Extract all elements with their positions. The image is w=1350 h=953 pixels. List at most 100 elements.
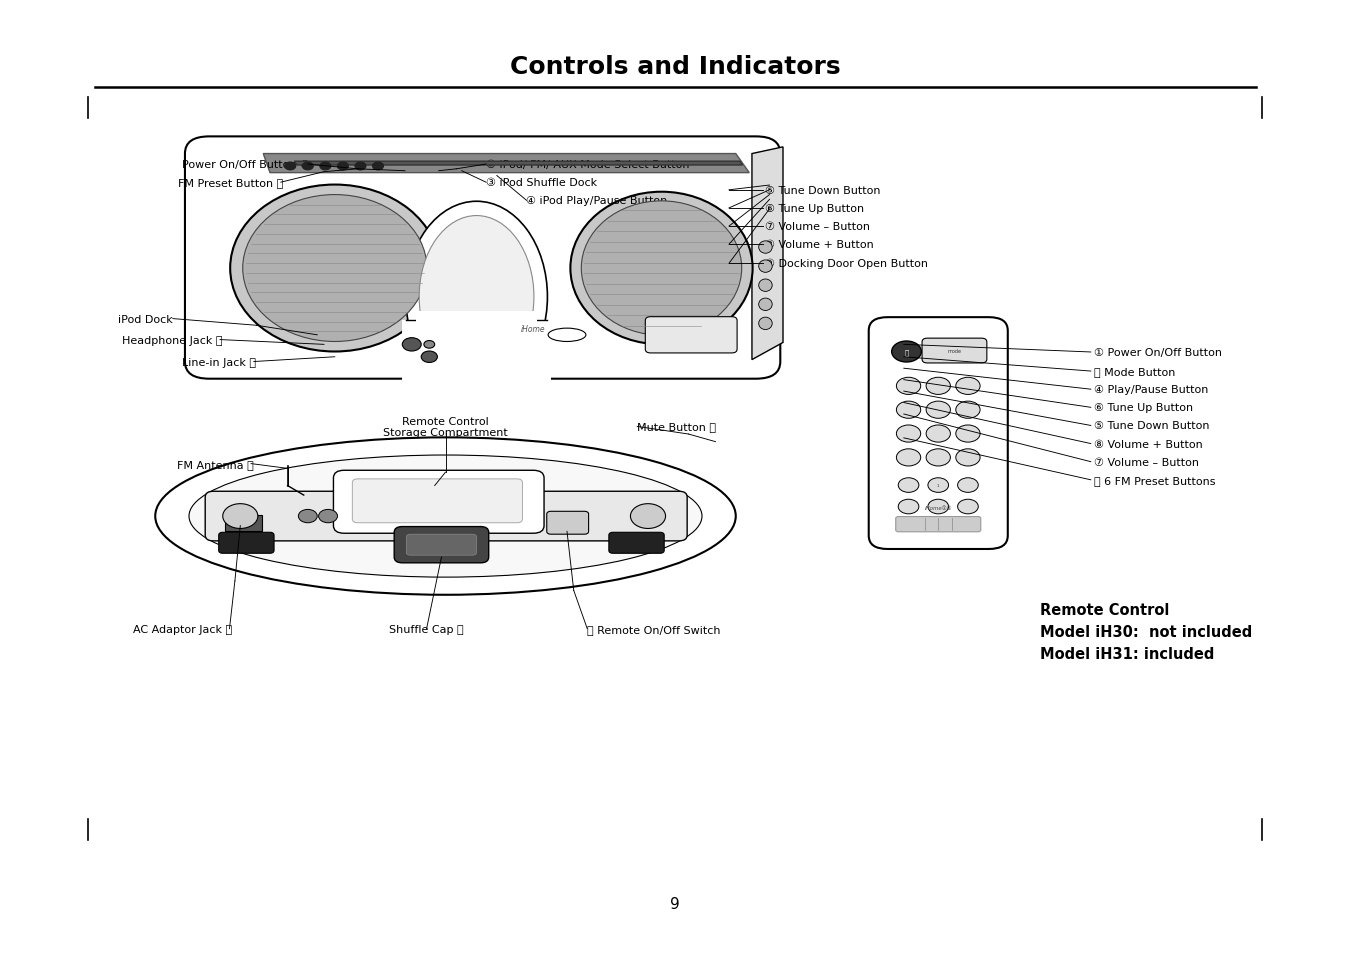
Ellipse shape <box>759 280 772 293</box>
Ellipse shape <box>759 242 772 254</box>
FancyBboxPatch shape <box>394 527 489 563</box>
FancyBboxPatch shape <box>402 321 551 397</box>
Text: ⑦ Volume – Button: ⑦ Volume – Button <box>765 222 871 232</box>
Ellipse shape <box>405 202 548 393</box>
Circle shape <box>898 499 919 515</box>
Text: ⑤ Tune Down Button: ⑤ Tune Down Button <box>765 186 882 195</box>
Circle shape <box>957 478 979 493</box>
Text: AC Adaptor Jack ⑮: AC Adaptor Jack ⑮ <box>134 624 232 634</box>
Ellipse shape <box>155 438 736 595</box>
Text: ⑰ Remote On/Off Switch: ⑰ Remote On/Off Switch <box>587 624 721 634</box>
Text: ⑨ Docking Door Open Button: ⑨ Docking Door Open Button <box>765 259 929 269</box>
FancyBboxPatch shape <box>185 137 780 379</box>
Circle shape <box>926 378 950 395</box>
FancyBboxPatch shape <box>922 339 987 363</box>
FancyBboxPatch shape <box>645 317 737 354</box>
Circle shape <box>285 163 296 171</box>
Text: iHome①②: iHome①② <box>925 505 952 510</box>
Circle shape <box>956 449 980 466</box>
Circle shape <box>298 510 317 523</box>
Text: Remote Control: Remote Control <box>1040 602 1169 618</box>
Circle shape <box>926 449 950 466</box>
Circle shape <box>956 425 980 442</box>
FancyBboxPatch shape <box>205 492 687 541</box>
Circle shape <box>896 449 921 466</box>
FancyBboxPatch shape <box>868 317 1007 549</box>
Text: ⏻: ⏻ <box>904 349 909 355</box>
Text: Model iH30:  not included: Model iH30: not included <box>1040 624 1251 639</box>
Text: ⑤ Tune Down Button: ⑤ Tune Down Button <box>1094 421 1210 431</box>
Text: Controls and Indicators: Controls and Indicators <box>510 54 840 79</box>
Circle shape <box>424 341 435 349</box>
Text: Line-in Jack ⑫: Line-in Jack ⑫ <box>182 357 256 367</box>
Circle shape <box>926 425 950 442</box>
Ellipse shape <box>189 456 702 578</box>
Ellipse shape <box>570 193 753 345</box>
FancyBboxPatch shape <box>896 517 980 532</box>
Circle shape <box>926 402 950 419</box>
Circle shape <box>896 402 921 419</box>
Text: ⑧ Volume + Button: ⑧ Volume + Button <box>1094 439 1203 449</box>
FancyBboxPatch shape <box>609 533 664 554</box>
FancyBboxPatch shape <box>333 471 544 534</box>
Text: 1: 1 <box>937 483 940 488</box>
Text: ④ iPod Play/Pause Button: ④ iPod Play/Pause Button <box>526 196 668 206</box>
FancyBboxPatch shape <box>219 533 274 554</box>
Circle shape <box>927 478 949 493</box>
Circle shape <box>320 163 331 171</box>
Text: ⑯ 6 FM Preset Buttons: ⑯ 6 FM Preset Buttons <box>1094 476 1215 485</box>
Text: Headphone Jack ⑪: Headphone Jack ⑪ <box>123 335 223 345</box>
Text: ③ iPod Shuffle Dock: ③ iPod Shuffle Dock <box>486 178 597 188</box>
Text: Mute Button ⑬: Mute Button ⑬ <box>637 422 717 432</box>
Text: mode: mode <box>948 349 961 354</box>
Text: iHome: iHome <box>521 324 545 334</box>
Text: ⑥ Tune Up Button: ⑥ Tune Up Button <box>765 204 864 213</box>
Circle shape <box>402 338 421 352</box>
FancyBboxPatch shape <box>225 516 262 532</box>
Circle shape <box>630 504 666 529</box>
Ellipse shape <box>243 195 427 342</box>
Circle shape <box>927 499 949 515</box>
Circle shape <box>956 402 980 419</box>
Circle shape <box>898 478 919 493</box>
Text: Shuffle Cap ⑯: Shuffle Cap ⑯ <box>389 624 464 634</box>
Ellipse shape <box>230 186 440 353</box>
Text: Power On/Off Button ①: Power On/Off Button ① <box>182 160 310 170</box>
Circle shape <box>896 425 921 442</box>
Text: 9: 9 <box>670 896 680 911</box>
Circle shape <box>421 352 437 363</box>
Text: ⑥ Tune Up Button: ⑥ Tune Up Button <box>1094 403 1192 413</box>
Text: FM Preset Button ⑯: FM Preset Button ⑯ <box>178 178 284 188</box>
Circle shape <box>896 378 921 395</box>
Ellipse shape <box>759 299 772 312</box>
Text: ⑯ Mode Button: ⑯ Mode Button <box>1094 367 1174 376</box>
FancyBboxPatch shape <box>416 312 537 383</box>
FancyBboxPatch shape <box>352 479 522 523</box>
FancyBboxPatch shape <box>547 512 589 535</box>
Circle shape <box>956 378 980 395</box>
Polygon shape <box>752 148 783 360</box>
Circle shape <box>223 504 258 529</box>
Circle shape <box>319 510 338 523</box>
Circle shape <box>355 163 366 171</box>
Polygon shape <box>263 154 749 173</box>
Text: Model iH31: included: Model iH31: included <box>1040 646 1214 661</box>
Circle shape <box>302 163 313 171</box>
Text: FM Antenna ⑭: FM Antenna ⑭ <box>177 459 254 469</box>
Text: ⑦ Volume – Button: ⑦ Volume – Button <box>1094 457 1199 467</box>
Text: ④ Play/Pause Button: ④ Play/Pause Button <box>1094 385 1208 395</box>
Polygon shape <box>294 162 743 166</box>
Circle shape <box>891 341 921 363</box>
Text: ① Power On/Off Button: ① Power On/Off Button <box>1094 348 1222 357</box>
Ellipse shape <box>582 202 741 335</box>
Circle shape <box>373 163 383 171</box>
Ellipse shape <box>418 216 533 378</box>
Ellipse shape <box>759 260 772 274</box>
Text: iPod Dock: iPod Dock <box>117 314 173 324</box>
Text: Remote Control
Storage Compartment: Remote Control Storage Compartment <box>383 416 508 437</box>
FancyBboxPatch shape <box>406 535 477 556</box>
Circle shape <box>957 499 979 515</box>
Text: ② iPod/ FM/ AUX Mode Select Button: ② iPod/ FM/ AUX Mode Select Button <box>486 160 690 170</box>
Ellipse shape <box>759 317 772 331</box>
Text: ⑧ Volume + Button: ⑧ Volume + Button <box>765 240 875 250</box>
